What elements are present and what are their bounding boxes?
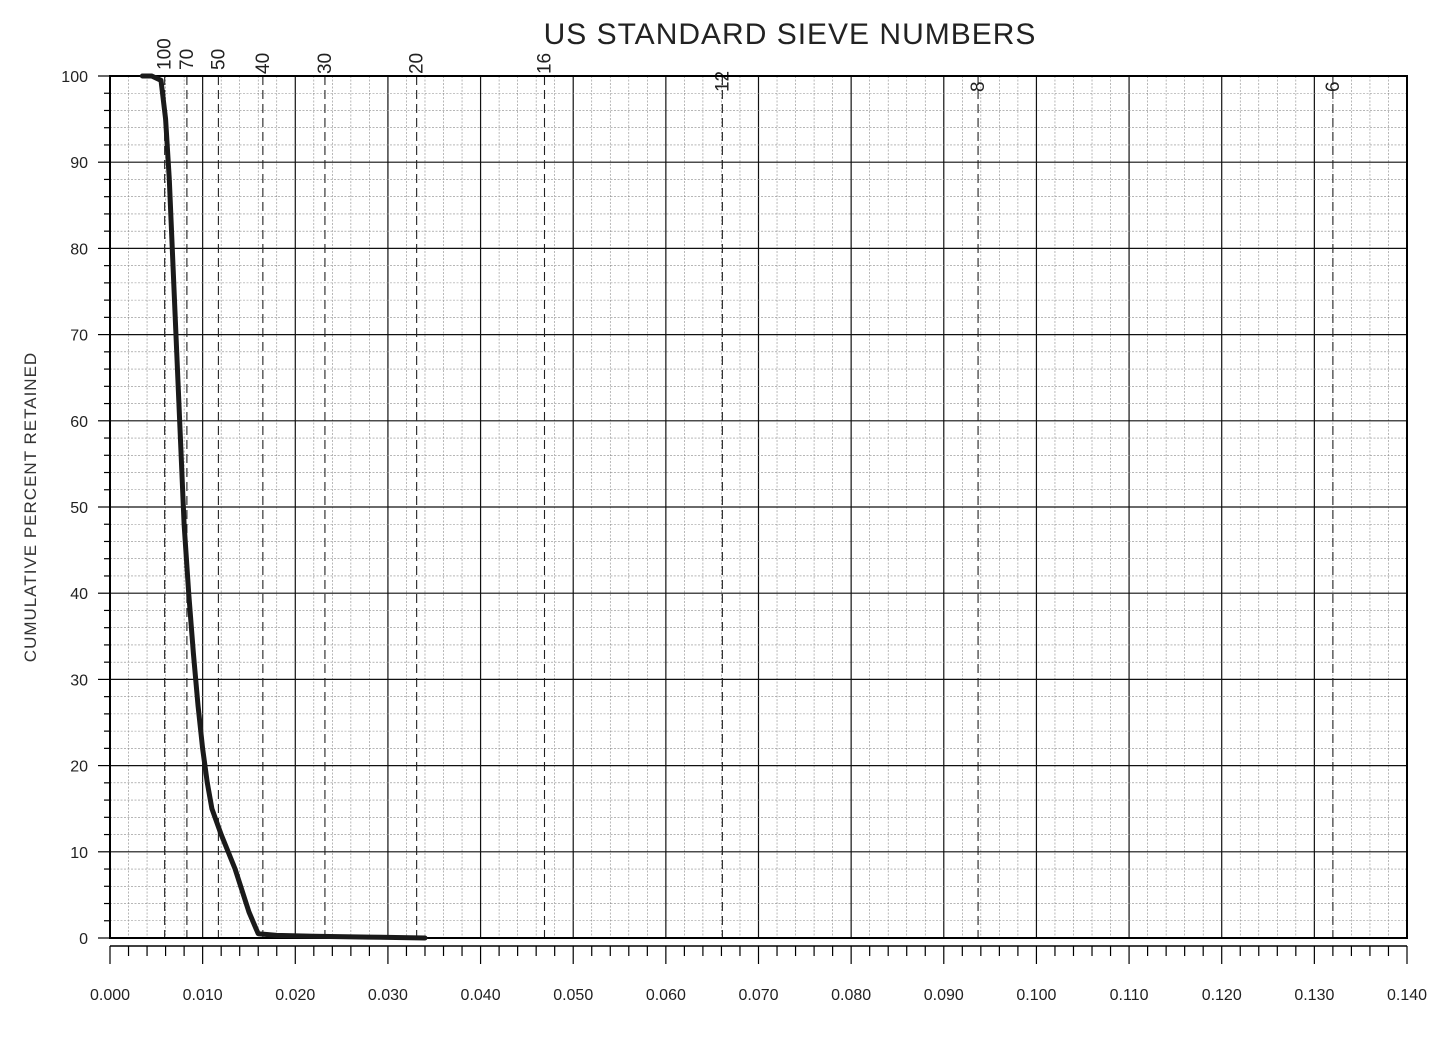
x-tick-label: 0.000	[90, 987, 130, 1004]
curve-point	[170, 263, 176, 268]
y-tick-label: 20	[70, 759, 88, 776]
y-tick-label: 30	[70, 672, 88, 689]
y-tick-label: 60	[70, 414, 88, 431]
x-tick-label: 0.020	[275, 987, 315, 1004]
sieve-label-8: 8	[968, 81, 989, 92]
curve-point	[140, 73, 145, 79]
curve-point	[149, 73, 154, 79]
curve-point	[181, 522, 187, 527]
y-tick-label: 40	[70, 586, 88, 603]
y-tick-label: 10	[70, 845, 88, 862]
curve-point	[246, 909, 252, 915]
x-tick-label: 0.050	[553, 987, 593, 1004]
curve-point	[186, 591, 191, 596]
x-tick-label: 0.130	[1294, 987, 1334, 1004]
y-tick-label: 90	[70, 155, 88, 172]
chart-title: US STANDARD SIEVE NUMBERS	[544, 18, 1037, 51]
curve-point	[174, 349, 179, 355]
curve-point	[274, 933, 279, 938]
curve-point	[163, 116, 168, 122]
x-tick-label: 0.110	[1110, 987, 1149, 1004]
sieve-markers: 100 70 50 40 30 20 16 12 8 6	[155, 38, 1344, 938]
curve-point	[422, 935, 428, 941]
curve-point	[311, 934, 317, 939]
sieve-label-6: 6	[1323, 81, 1344, 92]
x-tick-label: 0.100	[1016, 987, 1056, 1004]
x-tick-label: 0.030	[368, 987, 408, 1004]
x-tick-label: 0.040	[461, 987, 501, 1004]
axes	[98, 75, 1408, 964]
curve-point	[167, 177, 172, 182]
sieve-label-100: 100	[155, 38, 176, 70]
curve-point	[178, 435, 183, 441]
curve-point	[232, 866, 238, 872]
sieve-label-16: 16	[534, 53, 555, 74]
grid	[109, 75, 1408, 939]
curve-point	[209, 806, 215, 811]
sieve-label-40: 40	[253, 53, 274, 74]
x-tick-label: 0.090	[924, 987, 964, 1004]
tick-labels: 0.000 0.010 0.020 0.030 0.040 0.050 0.060 0.070…	[61, 69, 1427, 1004]
sieve-label-20: 20	[407, 53, 428, 74]
sieve-label-70: 70	[177, 49, 198, 70]
curve-point	[367, 934, 372, 940]
x-tick-label: 0.120	[1202, 987, 1242, 1004]
y-tick-label: 0	[79, 931, 88, 948]
y-tick-label: 100	[61, 69, 88, 86]
curve-point	[195, 703, 201, 708]
curve-point	[158, 78, 164, 83]
x-tick-label: 0.070	[738, 987, 778, 1004]
curve-point	[191, 651, 196, 656]
x-tick-label: 0.080	[831, 987, 871, 1004]
sieve-label-30: 30	[315, 53, 336, 74]
curve-point	[256, 931, 261, 936]
y-tick-label: 50	[70, 500, 88, 517]
curve-point	[218, 832, 224, 837]
x-tick-label: 0.140	[1387, 987, 1427, 1004]
curve-point	[200, 746, 205, 751]
y-tick-label: 80	[70, 241, 88, 258]
x-tick-label: 0.060	[646, 987, 686, 1004]
y-axis-label: CUMULATIVE PERCENT RETAINED	[21, 352, 40, 662]
x-tick-label: 0.010	[183, 987, 223, 1004]
sieve-label-50: 50	[208, 49, 229, 70]
sieve-label-12: 12	[712, 71, 733, 92]
series	[139, 73, 428, 941]
curve-point	[205, 780, 210, 786]
y-tick-label: 70	[70, 328, 88, 345]
